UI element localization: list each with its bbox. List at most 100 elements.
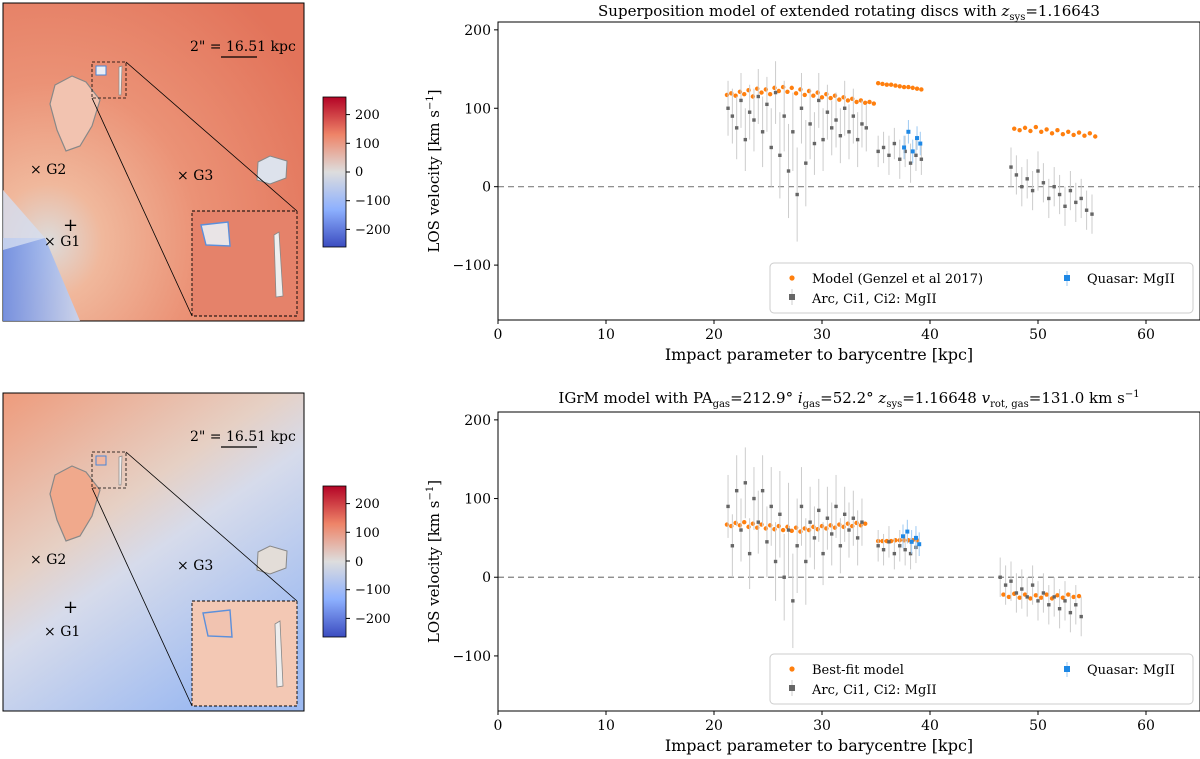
arc-point bbox=[1025, 595, 1029, 599]
model-point bbox=[867, 99, 872, 105]
svg-text:200: 200 bbox=[355, 108, 380, 123]
arc-point bbox=[998, 575, 1002, 579]
model-point bbox=[789, 528, 794, 534]
model-point bbox=[871, 101, 877, 106]
barycentre-marker: + bbox=[63, 597, 78, 618]
x-tick-label: 30 bbox=[813, 327, 831, 343]
y-axis-label: LOS velocity [km s−1] bbox=[425, 89, 443, 252]
scale-label: 2" = 16.51 kpc bbox=[190, 39, 296, 55]
quasar-point bbox=[913, 535, 918, 540]
arc-point bbox=[769, 145, 773, 150]
y-tick-label: 0 bbox=[482, 180, 491, 196]
arc-point bbox=[1068, 188, 1073, 193]
model-point bbox=[1039, 129, 1044, 134]
arc-point bbox=[1068, 610, 1073, 615]
series-quasar bbox=[902, 120, 923, 164]
arc-point bbox=[892, 141, 897, 146]
arc-point bbox=[795, 544, 799, 548]
model-point bbox=[863, 100, 868, 105]
x-tick-label: 0 bbox=[494, 718, 503, 734]
arc-point bbox=[804, 559, 808, 564]
arc-point bbox=[855, 137, 860, 142]
galaxy-marker-g2: × G2 bbox=[30, 552, 66, 568]
y-tick-label: 100 bbox=[464, 101, 491, 117]
model-point bbox=[785, 89, 790, 94]
arc-point bbox=[799, 106, 804, 110]
model-point bbox=[819, 95, 825, 100]
arc-point bbox=[743, 481, 748, 485]
arc-point bbox=[881, 547, 886, 552]
arc-point bbox=[860, 122, 864, 126]
g3-region bbox=[256, 155, 288, 185]
arc-point bbox=[860, 520, 864, 524]
quasar-point bbox=[909, 539, 914, 544]
arc-point bbox=[847, 130, 851, 134]
model-point bbox=[1033, 124, 1039, 130]
arc-point bbox=[919, 157, 924, 161]
axes-frame bbox=[497, 21, 1200, 321]
arc-point bbox=[1003, 583, 1008, 587]
arc-point bbox=[898, 544, 902, 548]
arc-point bbox=[1041, 181, 1046, 185]
x-tick-label: 40 bbox=[921, 718, 939, 734]
legend-label-quasar: Quasar: MgII bbox=[1087, 272, 1175, 287]
legend-box bbox=[769, 653, 1194, 705]
arc-point bbox=[734, 488, 739, 493]
model-point bbox=[1044, 127, 1049, 132]
legend-marker-arc bbox=[789, 294, 795, 300]
model-point bbox=[780, 527, 786, 533]
model-point bbox=[1039, 595, 1044, 600]
x-tick-label: 40 bbox=[921, 327, 939, 343]
legend-label-model: Best-fit model bbox=[812, 663, 904, 678]
arc-point bbox=[842, 106, 847, 110]
model-point bbox=[893, 83, 898, 88]
arc-point bbox=[756, 520, 760, 524]
arc-point bbox=[1074, 603, 1078, 607]
arc-point bbox=[760, 488, 765, 493]
y-axis-label: LOS velocity [km s−1] bbox=[425, 480, 443, 643]
svg-text:0: 0 bbox=[355, 555, 363, 570]
chart-bottom: IGrM model with PAgas=212.9° igas=52.2° … bbox=[425, 389, 1200, 755]
arc-point bbox=[1041, 591, 1046, 595]
arc-point bbox=[1074, 200, 1078, 205]
arc-point bbox=[726, 106, 730, 110]
model-point bbox=[742, 519, 747, 525]
model-point bbox=[1006, 594, 1012, 600]
arc-point bbox=[1079, 196, 1083, 201]
arc-point bbox=[791, 130, 795, 134]
model-point bbox=[1082, 133, 1087, 138]
colorbar-ticks: 200 100 0 −100 −200 bbox=[346, 497, 391, 627]
arc-point bbox=[769, 504, 773, 509]
arc-point bbox=[817, 508, 821, 513]
arc-point bbox=[851, 114, 856, 118]
model-point bbox=[742, 91, 747, 97]
arc-point bbox=[838, 134, 843, 138]
galaxy-marker-g1: × G1 bbox=[44, 234, 80, 250]
model-point bbox=[875, 80, 881, 86]
chart-title: IGrM model with PAgas=212.9° igas=52.2° … bbox=[558, 389, 1139, 410]
scale-label: 2" = 16.51 kpc bbox=[190, 429, 296, 445]
arc-point bbox=[752, 118, 756, 122]
x-tick-label: 30 bbox=[813, 718, 831, 734]
quasar-point bbox=[902, 145, 907, 150]
quasar-point bbox=[917, 542, 922, 547]
model-point bbox=[1028, 596, 1033, 601]
quasar-point bbox=[910, 149, 915, 154]
model-point bbox=[1022, 125, 1028, 131]
x-tick-label: 20 bbox=[705, 718, 723, 734]
x-tick-label: 10 bbox=[597, 718, 615, 734]
svg-text:−100: −100 bbox=[355, 583, 391, 598]
x-tick-label: 50 bbox=[1029, 327, 1047, 343]
arc-point bbox=[847, 528, 851, 532]
svg-text:200: 200 bbox=[355, 497, 380, 512]
model-point bbox=[884, 82, 889, 87]
model-point bbox=[1066, 129, 1071, 134]
model-point bbox=[1028, 128, 1033, 134]
quasar-point bbox=[901, 534, 905, 539]
x-tick-label: 20 bbox=[705, 327, 723, 343]
galaxy-marker-g3: × G3 bbox=[177, 558, 213, 574]
arc-point bbox=[834, 504, 838, 509]
velocity-map-top: 2" = 16.51 kpc × G2 × G3 × G1 + bbox=[2, 2, 305, 322]
arc-point bbox=[821, 551, 825, 556]
